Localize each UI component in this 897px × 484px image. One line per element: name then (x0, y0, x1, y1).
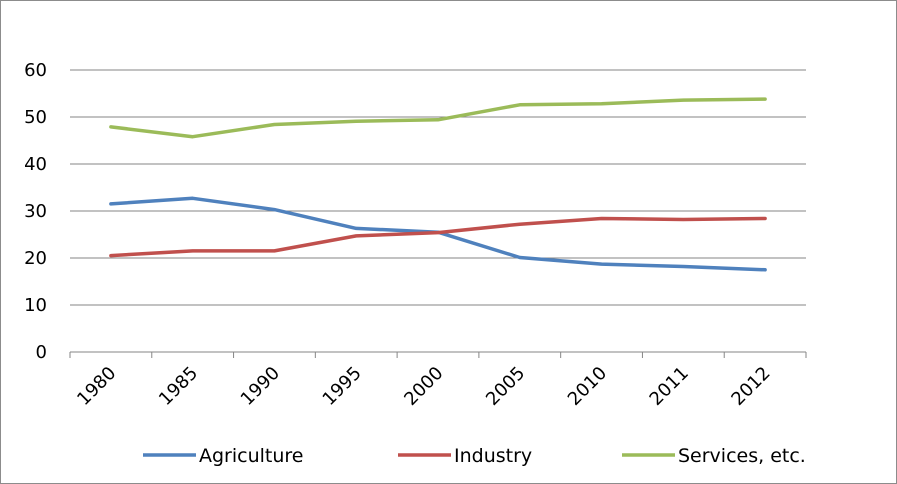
x-tick-label-1990: 1990 (237, 363, 284, 410)
y-tick-label-10: 10 (24, 295, 47, 316)
series-line-industry (109, 216, 767, 258)
y-axis-ticks: 0 10 20 30 40 50 60 (24, 60, 47, 363)
y-tick-label-40: 40 (24, 154, 47, 175)
y-tick-label-0: 0 (36, 342, 47, 363)
y-tick-label-20: 20 (24, 248, 47, 269)
series-line-services-etc (109, 97, 767, 139)
legend: Agriculture Industry Services, etc. (143, 445, 806, 467)
x-tick-label-1985: 1985 (155, 363, 202, 410)
legend-label-services-etc: Services, etc. (678, 445, 806, 467)
x-tick-label-2005: 2005 (482, 363, 529, 410)
x-tick-label-2000: 2000 (400, 363, 447, 410)
legend-label-agriculture: Agriculture (199, 445, 304, 467)
y-tick-label-60: 60 (24, 60, 47, 81)
x-tick-label-2012: 2012 (727, 363, 774, 410)
x-tick-label-2010: 2010 (564, 363, 611, 410)
series-lines (109, 97, 767, 272)
legend-label-industry: Industry (454, 445, 532, 467)
gridlines (70, 69, 806, 353)
y-tick-label-50: 50 (24, 107, 47, 128)
x-axis-ticks: 1980 1985 1990 1995 2000 2005 2010 2011 2012 (69, 352, 807, 410)
x-tick-label-1995: 1995 (319, 363, 366, 410)
x-tick-label-2011: 2011 (646, 363, 693, 410)
x-tick-label-1980: 1980 (73, 363, 120, 410)
y-tick-label-30: 30 (24, 201, 47, 222)
